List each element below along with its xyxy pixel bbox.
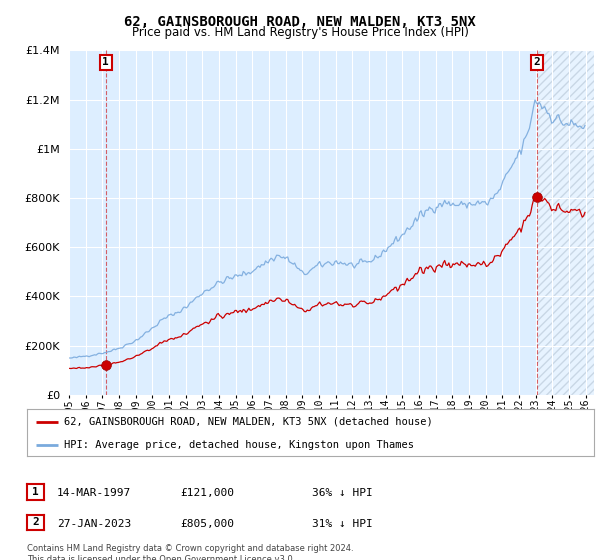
Text: 14-MAR-1997: 14-MAR-1997 — [57, 488, 131, 498]
Bar — [537, 50, 594, 395]
Text: 27-JAN-2023: 27-JAN-2023 — [57, 519, 131, 529]
Bar — [537, 50, 594, 395]
Text: Price paid vs. HM Land Registry's House Price Index (HPI): Price paid vs. HM Land Registry's House … — [131, 26, 469, 39]
Text: 2: 2 — [32, 517, 39, 528]
Text: 62, GAINSBOROUGH ROAD, NEW MALDEN, KT3 5NX (detached house): 62, GAINSBOROUGH ROAD, NEW MALDEN, KT3 5… — [64, 417, 433, 427]
Text: 31% ↓ HPI: 31% ↓ HPI — [312, 519, 373, 529]
Text: Contains HM Land Registry data © Crown copyright and database right 2024.
This d: Contains HM Land Registry data © Crown c… — [27, 544, 353, 560]
Text: 2: 2 — [533, 58, 540, 67]
Bar — [537, 50, 594, 395]
Text: HPI: Average price, detached house, Kingston upon Thames: HPI: Average price, detached house, King… — [64, 441, 414, 450]
Text: 36% ↓ HPI: 36% ↓ HPI — [312, 488, 373, 498]
Text: £121,000: £121,000 — [180, 488, 234, 498]
Text: 62, GAINSBOROUGH ROAD, NEW MALDEN, KT3 5NX: 62, GAINSBOROUGH ROAD, NEW MALDEN, KT3 5… — [124, 15, 476, 29]
Text: £805,000: £805,000 — [180, 519, 234, 529]
Text: 1: 1 — [32, 487, 39, 497]
Text: 1: 1 — [103, 58, 109, 67]
